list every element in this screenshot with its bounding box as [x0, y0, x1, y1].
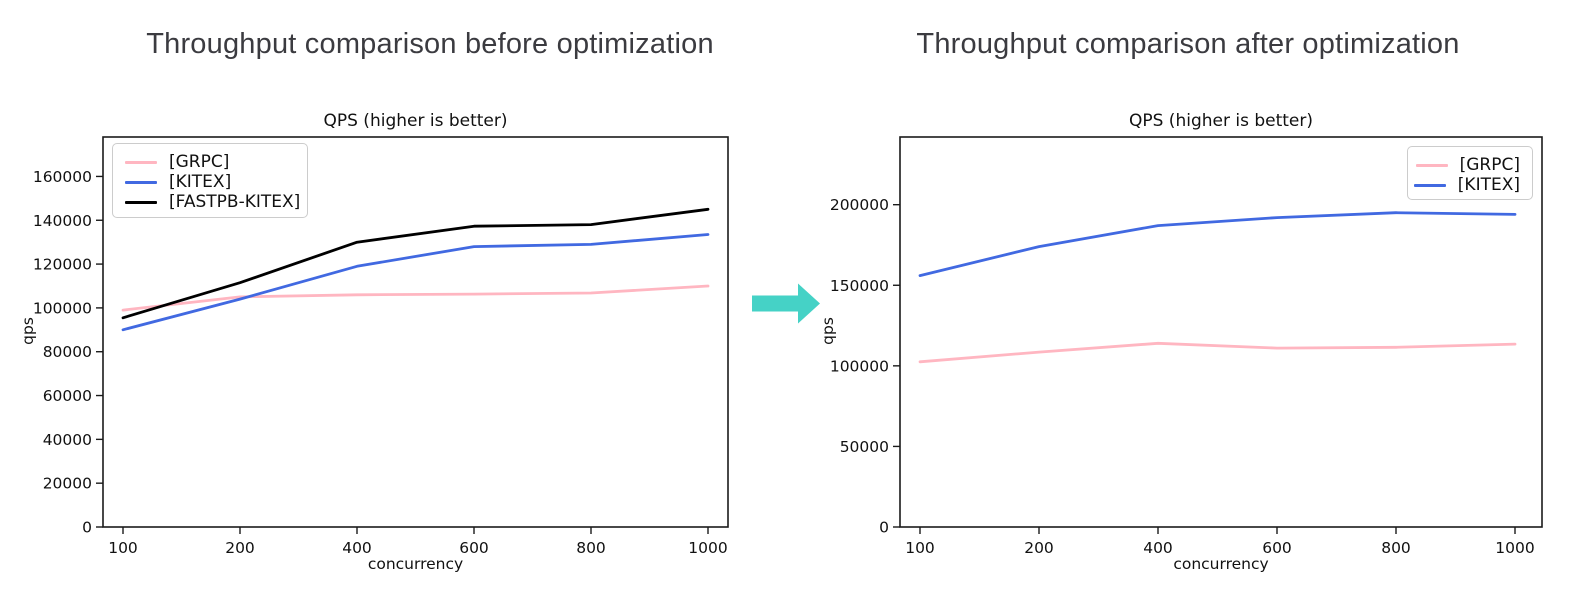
y-tick-label: 100000 [33, 299, 92, 317]
legend-label: [KITEX] [1457, 175, 1520, 195]
y-tick-label: 150000 [830, 277, 889, 295]
legend-item-grpc: [GRPC] [125, 152, 295, 172]
before-heading: Throughput comparison before optimizatio… [146, 28, 714, 60]
before-chart-ylabel: qps [19, 317, 37, 345]
y-tick-label: 50000 [840, 438, 889, 456]
x-tick-label: 200 [225, 539, 255, 557]
x-tick-label: 100 [108, 539, 138, 557]
before-chart-figure: QPS (higher is better) 0 20000 40000 60000 8… [0, 100, 790, 600]
series-line-grpc [121, 284, 710, 312]
y-tick-label: 140000 [33, 212, 92, 230]
kitex-line-swatch-icon [1413, 183, 1446, 187]
before-chart-title: QPS (higher is better) [323, 111, 508, 131]
y-tick-label: 20000 [43, 475, 92, 493]
y-tick-label: 0 [879, 519, 889, 537]
y-tick-label: 60000 [43, 387, 92, 405]
before-chart-xlabel: concurrency [367, 555, 464, 573]
series-line-kitex [121, 233, 710, 332]
series-line-kitex [918, 211, 1517, 278]
legend-label: [GRPC] [1459, 155, 1520, 175]
y-tick-label: 40000 [43, 431, 92, 449]
y-tick-label: 160000 [33, 168, 92, 186]
x-tick-label: 100 [905, 539, 935, 557]
plot-frame [899, 136, 1543, 528]
fastpb-kitex-line-swatch-icon [125, 200, 157, 204]
x-tick-label: 600 [1262, 539, 1292, 557]
x-tick-label: 200 [1024, 539, 1054, 557]
after-heading: Throughput comparison after optimization [916, 28, 1460, 60]
x-tick-label: 800 [1381, 539, 1411, 557]
x-tick-label: 400 [342, 539, 372, 557]
after-chart-title: QPS (higher is better) [1128, 111, 1314, 131]
legend-item-kitex: [KITEX] [1413, 175, 1520, 195]
right-arrow-icon [752, 283, 820, 324]
x-tick-label: 600 [459, 539, 489, 557]
before-chart-plot: 0 20000 40000 60000 80000 100000 120000 140000 1… [33, 136, 729, 557]
legend-item-fastpb-kitex: [FASTPB-KITEX] [125, 192, 300, 212]
legend-label: [FASTPB-KITEX] [169, 192, 301, 212]
legend-label: [KITEX] [169, 172, 232, 192]
x-tick-label: 800 [576, 539, 606, 557]
right-arrow-shape [752, 283, 820, 324]
series-line-fastpb-kitex [121, 207, 710, 320]
kitex-line-swatch-icon [125, 180, 157, 184]
series-line-grpc [918, 341, 1517, 364]
x-tick-label: 1000 [1495, 539, 1534, 557]
after-chart-figure: QPS (higher is better) 0 50000 100000 15000… [810, 100, 1596, 600]
legend-label: [GRPC] [169, 152, 230, 172]
plot-frame [102, 136, 729, 528]
y-tick-label: 80000 [43, 343, 92, 361]
legend-item-kitex: [KITEX] [125, 172, 295, 192]
y-tick-label: 120000 [33, 256, 92, 274]
x-tick-label: 1000 [688, 539, 727, 557]
legend-item-grpc: [GRPC] [1415, 155, 1520, 175]
after-chart-legend: [GRPC] [KITEX] [1407, 146, 1533, 200]
x-tick-label: 400 [1143, 539, 1173, 557]
after-chart-ylabel: qps [819, 317, 837, 345]
grpc-line-swatch-icon [125, 160, 157, 164]
before-chart-legend: [GRPC] [KITEX] [FASTPB-KITEX] [112, 143, 308, 218]
grpc-line-swatch-icon [1415, 163, 1448, 167]
y-tick-label: 200000 [830, 196, 889, 214]
after-chart-xlabel: concurrency [1173, 555, 1269, 573]
y-tick-label: 100000 [830, 357, 889, 375]
y-tick-label: 0 [82, 519, 92, 537]
